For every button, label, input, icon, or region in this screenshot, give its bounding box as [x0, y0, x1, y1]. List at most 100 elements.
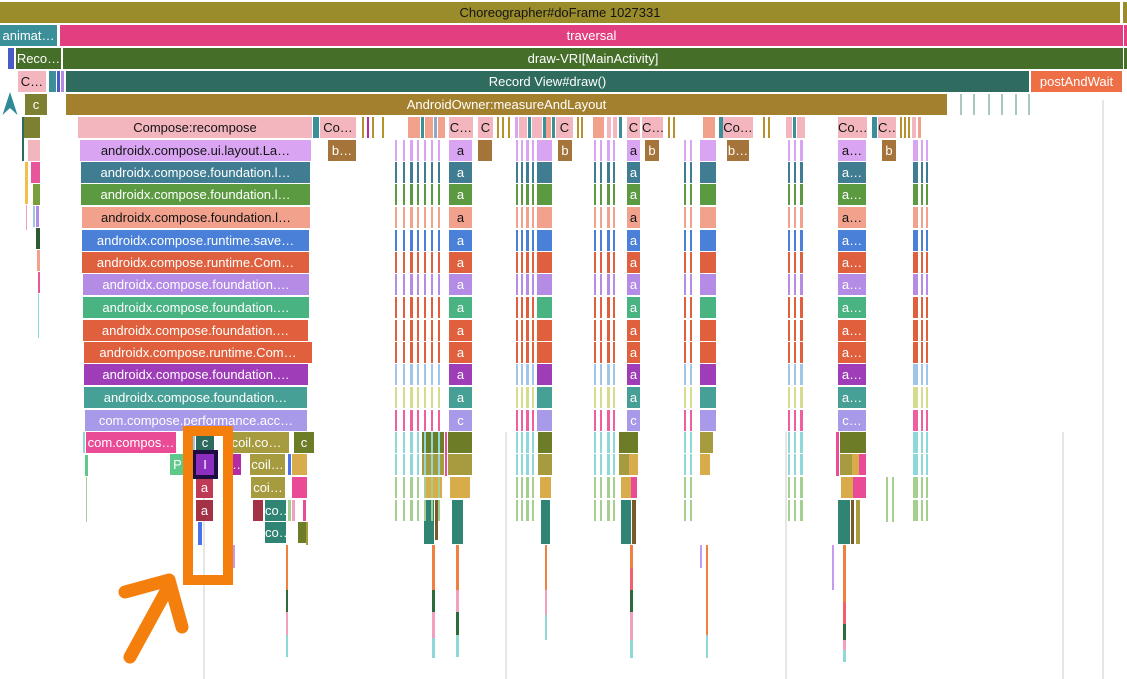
frame-sliver[interactable]: [800, 297, 803, 318]
frame-sliver[interactable]: [26, 205, 27, 230]
frame-sliver[interactable]: [431, 184, 433, 205]
frame-sliver[interactable]: [408, 117, 420, 138]
frame-sliver[interactable]: [395, 342, 397, 363]
frame-bar[interactable]: [700, 320, 716, 341]
frame-sliver[interactable]: [1124, 25, 1127, 46]
frame-bar[interactable]: b…: [727, 140, 749, 161]
frame-sliver[interactable]: [632, 500, 636, 544]
frame-sliver[interactable]: [851, 500, 854, 544]
frame-sliver[interactable]: [85, 455, 88, 476]
frame-sliver[interactable]: [198, 522, 202, 545]
frame-sliver[interactable]: [594, 432, 596, 453]
frame-sliver[interactable]: [410, 162, 413, 183]
frame-sliver[interactable]: [788, 500, 790, 521]
frame-compose-foundation-3[interactable]: androidx.compose.foundation.l…: [82, 207, 310, 228]
frame-sliver[interactable]: [684, 207, 686, 228]
frame-compose-runtime-save[interactable]: androidx.compose.runtime.save…: [82, 230, 309, 251]
frame-sliver[interactable]: [526, 207, 529, 228]
nav-arrow-icon[interactable]: [2, 92, 18, 116]
frame-sliver[interactable]: [600, 432, 602, 453]
frame-sliver[interactable]: [921, 364, 923, 385]
frame-compose-foundation-2[interactable]: androidx.compose.foundation.l…: [81, 184, 310, 205]
frame-sliver[interactable]: [424, 432, 426, 453]
frame-sliver[interactable]: [532, 387, 534, 408]
frame-bar[interactable]: a: [627, 162, 640, 183]
frame-sliver[interactable]: [794, 364, 796, 385]
frame-sliver[interactable]: [521, 454, 523, 475]
frame-sliver[interactable]: [61, 71, 64, 92]
frame-bar[interactable]: a: [196, 477, 213, 498]
frame-sliver[interactable]: [926, 162, 928, 183]
frame-sliver[interactable]: [788, 364, 790, 385]
frame-sliver[interactable]: [417, 184, 419, 205]
frame-sliver[interactable]: [918, 117, 921, 138]
frame-sliver[interactable]: [83, 432, 85, 453]
frame-sliver[interactable]: [794, 387, 796, 408]
frame-sliver[interactable]: [526, 162, 529, 183]
frame-sliver[interactable]: [431, 207, 433, 228]
frame-sliver[interactable]: [926, 500, 928, 521]
frame-sliver[interactable]: [395, 320, 397, 341]
frame-sliver[interactable]: [438, 230, 440, 251]
frame-sliver[interactable]: [253, 500, 263, 521]
frame-traversal[interactable]: traversal: [60, 25, 1123, 46]
frame-sliver[interactable]: [912, 117, 916, 138]
frame-sliver[interactable]: [921, 274, 923, 295]
frame-choreographer-doframe[interactable]: Choreographer#doFrame 1027331: [0, 2, 1120, 23]
frame-sliver[interactable]: [926, 342, 928, 363]
frame-sliver[interactable]: [690, 184, 692, 205]
frame-sliver[interactable]: [410, 230, 413, 251]
frame-sliver[interactable]: [438, 207, 440, 228]
frame-sliver[interactable]: [552, 117, 555, 138]
frame-sliver[interactable]: [926, 320, 928, 341]
frame-sliver[interactable]: [410, 410, 413, 431]
frame-sliver[interactable]: [532, 162, 534, 183]
frame-sliver[interactable]: [395, 410, 397, 431]
frame-bar[interactable]: a: [449, 320, 472, 341]
frame-sliver[interactable]: [403, 252, 405, 273]
frame-sliver[interactable]: [594, 342, 596, 363]
frame-sliver[interactable]: [684, 140, 686, 161]
frame-sliver[interactable]: [521, 320, 523, 341]
frame-sliver[interactable]: [438, 500, 440, 521]
frame-sliver[interactable]: [788, 342, 790, 363]
frame-sliver[interactable]: [292, 454, 307, 475]
frame-sliver[interactable]: [410, 364, 413, 385]
frame-sliver[interactable]: [532, 364, 534, 385]
frame-sliver[interactable]: [417, 162, 419, 183]
frame-bar[interactable]: a: [627, 252, 640, 273]
frame-sliver[interactable]: [36, 228, 40, 249]
frame-bar[interactable]: Co…: [723, 117, 753, 138]
frame-sliver[interactable]: [794, 500, 796, 521]
frame-sliver[interactable]: [431, 230, 433, 251]
frame-sliver[interactable]: [921, 477, 923, 498]
frame-sliver[interactable]: [22, 117, 24, 161]
frame-bar[interactable]: a: [627, 342, 640, 363]
frame-sliver[interactable]: [794, 207, 796, 228]
frame-bar[interactable]: [700, 184, 716, 205]
frame-sliver[interactable]: [516, 252, 518, 273]
frame-sliver[interactable]: [417, 252, 419, 273]
frame-sliver[interactable]: [613, 432, 615, 453]
frame-sliver[interactable]: [438, 117, 445, 138]
frame-sliver[interactable]: [410, 454, 413, 475]
frame-sliver[interactable]: [438, 342, 440, 363]
frame-bar[interactable]: [537, 162, 552, 183]
frame-sliver[interactable]: [417, 320, 419, 341]
frame-sliver[interactable]: [926, 387, 928, 408]
frame-sliver[interactable]: [438, 162, 440, 183]
frame-sliver[interactable]: [24, 117, 40, 138]
frame-sliver[interactable]: [424, 207, 426, 228]
frame-sliver[interactable]: [607, 274, 610, 295]
frame-sliver[interactable]: [594, 500, 596, 521]
frame-sliver[interactable]: [913, 140, 918, 161]
frame-sliver[interactable]: [926, 410, 928, 431]
frame-bar[interactable]: a: [627, 207, 640, 228]
frame-sliver[interactable]: [303, 500, 306, 521]
frame-sliver[interactable]: [788, 477, 790, 498]
frame-sliver[interactable]: [521, 297, 523, 318]
frame-sliver[interactable]: [800, 387, 803, 408]
frame-sliver[interactable]: [913, 364, 918, 385]
frame-sliver[interactable]: [913, 274, 918, 295]
frame-sliver[interactable]: [926, 274, 928, 295]
